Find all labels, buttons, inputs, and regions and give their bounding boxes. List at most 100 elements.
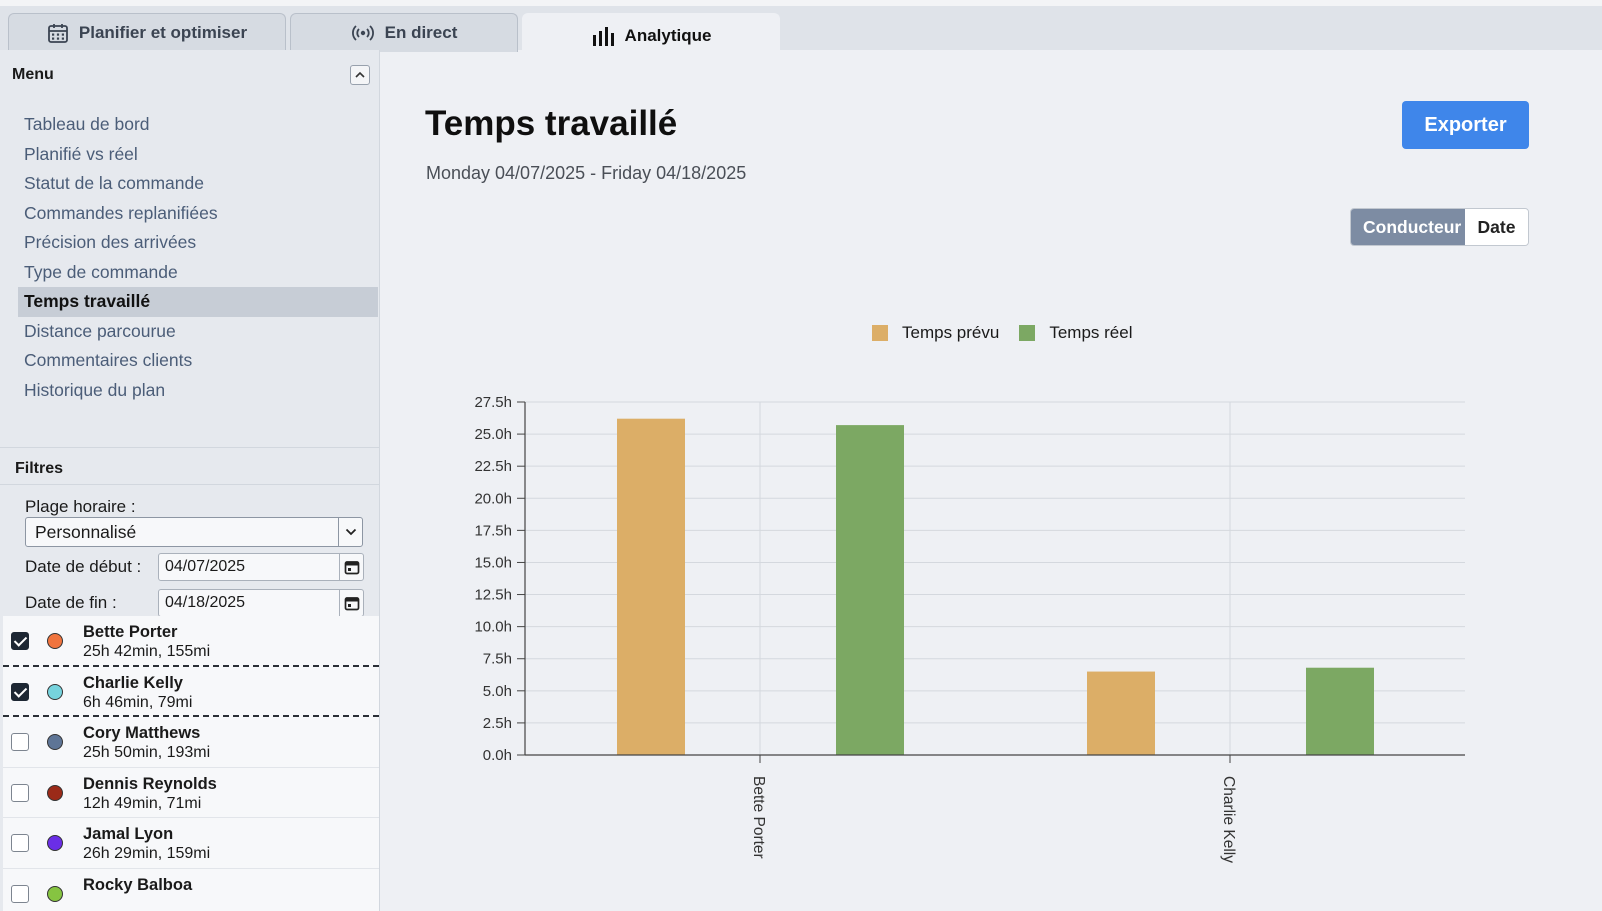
toggle-driver-button[interactable]: Conducteur [1351, 209, 1465, 245]
menu-item-temps-travaille[interactable]: Temps travaillé [18, 287, 378, 317]
driver-row[interactable]: Bette Porter 25h 42min, 155mi [3, 616, 379, 667]
y-tick-label: 25.0h [474, 426, 512, 443]
tab-label: En direct [384, 23, 458, 42]
driver-list: Bette Porter 25h 42min, 155mi Charlie Kell… [3, 616, 379, 911]
driver-color-dot [47, 633, 63, 649]
end-date-field[interactable]: 04/18/2025 [158, 589, 364, 617]
chevron-down-icon [338, 518, 362, 546]
y-tick-label: 20.0h [474, 490, 512, 507]
driver-row[interactable]: Dennis Reynolds 12h 49min, 71mi [3, 768, 379, 818]
driver-stats: 6h 46min, 79mi [83, 693, 193, 711]
y-tick-label: 22.5h [474, 458, 512, 475]
legend-label-actual: Temps réel [1049, 323, 1133, 342]
end-date-label: Date de fin : [25, 593, 117, 612]
bar-chart-icon [591, 26, 615, 46]
filters-title: Filtres [15, 460, 64, 477]
driver-stats: 25h 42min, 155mi [83, 643, 211, 660]
menu-item-precision-arrivees[interactable]: Précision des arrivées [24, 232, 197, 252]
legend-swatch-actual [1019, 325, 1036, 341]
collapse-menu-button[interactable] [350, 65, 370, 85]
y-tick-label: 10.0h [474, 619, 512, 636]
driver-row[interactable]: Cory Matthews 25h 50min, 193mi [3, 717, 379, 768]
x-tick-label: Charlie Kelly [1220, 776, 1237, 863]
y-tick-label: 12.5h [474, 587, 512, 604]
menu-item-statut-commande[interactable]: Statut de la commande [24, 173, 204, 193]
tab-planifier[interactable]: Planifier et optimiser [8, 13, 286, 52]
menu-item-commandes-replanifiees[interactable]: Commandes replanifiées [24, 202, 218, 223]
driver-color-dot [47, 683, 63, 700]
menu-title: Menu [12, 66, 54, 83]
driver-row[interactable]: Jamal Lyon 26h 29min, 159mi [3, 818, 379, 869]
y-tick-label: 7.5h [483, 651, 512, 668]
driver-checkbox[interactable] [11, 884, 29, 903]
time-range-select[interactable]: Personnalisé [25, 517, 363, 547]
broadcast-icon [351, 23, 375, 43]
menu-item-type-commande[interactable]: Type de commande [24, 261, 178, 282]
filters-panel: Filtres Plage horaire : Personnalisé Dat… [0, 447, 380, 617]
chevron-up-icon [355, 66, 365, 84]
tab-analytique[interactable]: Analytique [522, 13, 780, 57]
time-range-value: Personnalisé [35, 522, 137, 542]
menu-item-historique-plan[interactable]: Historique du plan [24, 379, 166, 400]
legend-item-planned[interactable]: Temps prévu [872, 323, 999, 343]
legend-item-actual[interactable]: Temps réel [1019, 323, 1132, 343]
menu-list: Tableau de bord Planifié vs réel Statut … [18, 110, 378, 405]
page-title: Temps travaillé [425, 104, 678, 143]
group-by-toggle: Conducteur Date [1350, 208, 1529, 246]
time-range-label: Plage horaire : [25, 497, 136, 516]
menu-item-planifie-vs-reel[interactable]: Planifié vs réel [24, 143, 138, 164]
y-tick-label: 5.0h [483, 683, 512, 700]
start-date-value: 04/07/2025 [165, 558, 246, 575]
export-button[interactable]: Exporter [1402, 101, 1529, 149]
menu-item-distance-parcourue[interactable]: Distance parcourue [24, 320, 176, 341]
start-date-field[interactable]: 04/07/2025 [158, 553, 364, 581]
date-range: Monday 04/07/2025 - Friday 04/18/2025 [426, 163, 747, 183]
driver-name: Jamal Lyon [83, 825, 174, 843]
driver-checkbox[interactable] [11, 632, 29, 650]
driver-color-dot [47, 885, 63, 902]
bar-actual [836, 425, 904, 755]
x-tick-label: Bette Porter [750, 776, 767, 859]
menu-item-tableau-de-bord[interactable]: Tableau de bord [24, 114, 150, 134]
driver-name: Cory Matthews [83, 724, 201, 742]
y-tick-label: 27.5h [474, 395, 512, 411]
tab-en-direct[interactable]: En direct [290, 13, 518, 52]
driver-row[interactable]: Charlie Kelly 6h 46min, 79mi [3, 667, 379, 717]
driver-name: Bette Porter [83, 623, 178, 641]
driver-name: Rocky Balboa [83, 875, 193, 894]
menu-item-commentaires-clients[interactable]: Commentaires clients [24, 350, 193, 370]
calendar-icon[interactable] [339, 590, 363, 616]
driver-color-dot [47, 784, 63, 801]
calendar-icon[interactable] [339, 554, 363, 580]
legend-label-planned: Temps prévu [902, 323, 1000, 342]
legend-swatch-planned [872, 325, 888, 341]
y-tick-label: 17.5h [474, 522, 512, 539]
calendar-icon [47, 22, 69, 44]
driver-checkbox[interactable] [11, 733, 29, 751]
driver-stats: 26h 29min, 159mi [83, 845, 211, 862]
driver-color-dot [47, 835, 63, 851]
driver-row[interactable]: Rocky Balboa [3, 869, 379, 911]
sidebar: Menu Tableau de bord Planifié vs réel St… [0, 50, 380, 911]
driver-name: Charlie Kelly [83, 673, 183, 692]
toggle-date-button[interactable]: Date [1465, 209, 1528, 245]
y-tick-label: 15.0h [474, 554, 512, 571]
start-date-label: Date de début : [25, 557, 142, 576]
worked-time-bar-chart: 0.0h 2.5h 5.0h 7.5h 10.0h 12.5h 15.0h 17.5h 20.0… [474, 395, 1465, 863]
driver-stats: 12h 49min, 71mi [83, 794, 202, 812]
driver-name: Dennis Reynolds [83, 774, 217, 793]
driver-checkbox[interactable] [11, 834, 29, 852]
bar-planned [1087, 671, 1155, 755]
driver-checkbox[interactable] [11, 783, 29, 802]
y-tick-label: 0.0h [483, 747, 512, 764]
driver-color-dot [47, 734, 63, 750]
divider [0, 484, 380, 485]
tab-label: Analytique [624, 25, 712, 45]
top-tab-bar: Planifier et optimiser En direct Analyti… [0, 0, 1602, 57]
driver-stats: 25h 50min, 193mi [83, 744, 211, 761]
bar-actual [1306, 667, 1374, 755]
bar-planned [617, 418, 685, 755]
driver-checkbox[interactable] [11, 682, 29, 701]
tab-label: Planifier et optimiser [78, 23, 248, 42]
chart-legend: Temps prévu Temps réel [872, 323, 1152, 343]
